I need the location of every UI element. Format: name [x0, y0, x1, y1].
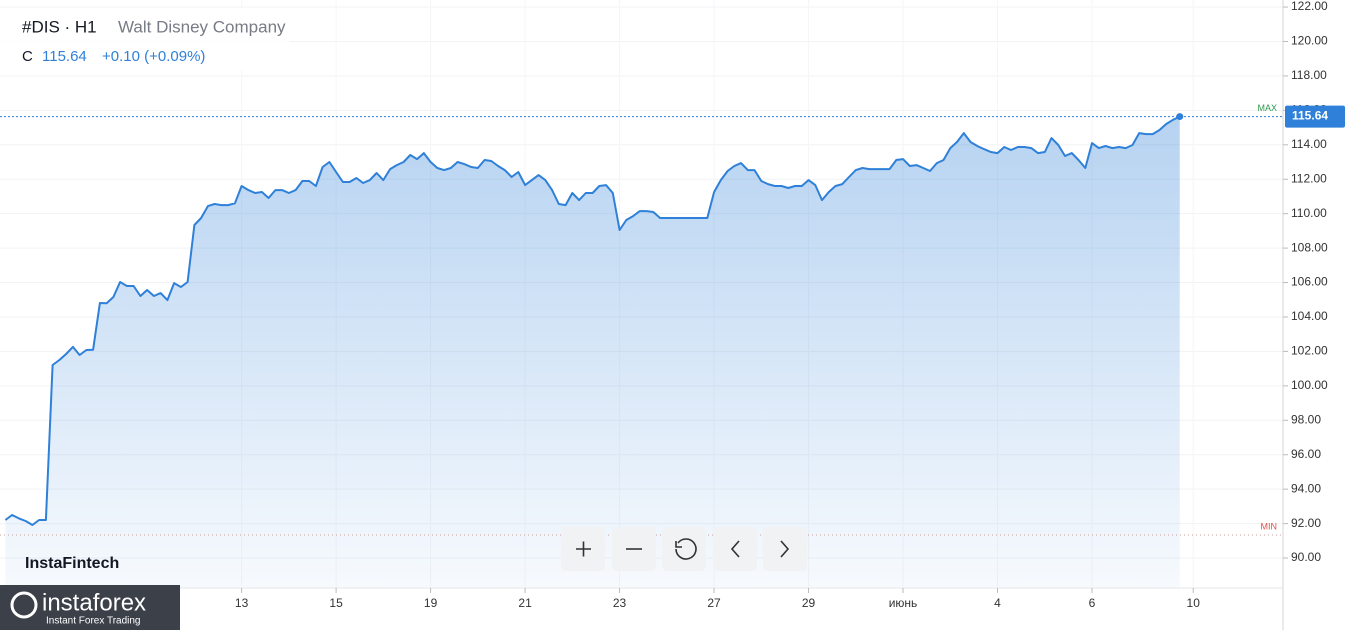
y-tick-label: 112.00 — [1291, 171, 1327, 185]
last-point — [1176, 113, 1184, 121]
reset-icon — [675, 538, 697, 560]
price-tag-label: 115.64 — [1292, 109, 1328, 123]
reset-button[interactable] — [662, 527, 706, 571]
min-label: MIN — [1261, 521, 1278, 531]
y-tick-label: 96.00 — [1291, 447, 1321, 461]
plus-icon — [576, 541, 591, 557]
right-icon — [780, 540, 790, 558]
close: 115.64 — [42, 48, 87, 65]
logo-icon — [10, 591, 38, 619]
x-tick-label: июнь — [889, 596, 918, 610]
x-tick-label: 13 — [235, 596, 249, 610]
y-tick-label: 114.00 — [1291, 137, 1327, 151]
max-label: MAX — [1257, 103, 1277, 113]
x-tick-label: 10 — [1187, 596, 1201, 610]
scroll-right-button[interactable] — [763, 527, 807, 571]
x-tick-label: 29 — [802, 596, 816, 610]
y-tick-label: 100.00 — [1291, 378, 1328, 392]
plot-area — [0, 6, 1283, 588]
price-line — [4, 115, 1181, 526]
brand-logo: instaforex Instant Forex Trading — [0, 585, 180, 630]
x-tick-label: 6 — [1089, 596, 1096, 610]
price-tag — [1285, 105, 1345, 128]
y-tick-label: 110.00 — [1291, 206, 1327, 220]
close-prefix: C — [22, 48, 33, 65]
company: Walt Disney Company — [118, 17, 286, 36]
change: +0.10 (+0.09%) — [102, 48, 205, 65]
legend-box — [0, 8, 290, 70]
symbol: #DIS · H1 — [22, 17, 97, 36]
y-tick-label: 108.00 — [1291, 240, 1328, 254]
y-tick-label: 106.00 — [1291, 275, 1328, 289]
y-tick-label: 92.00 — [1291, 516, 1321, 530]
y-tick-label: 104.00 — [1291, 309, 1328, 323]
y-tick-label: 122.00 — [1291, 0, 1328, 13]
brand-tagline: Instant Forex Trading — [46, 616, 141, 627]
left-icon — [730, 540, 740, 558]
x-tick-label: 21 — [518, 596, 532, 610]
y-tick-label: 118.00 — [1291, 68, 1327, 82]
area-fill — [5, 116, 1180, 588]
y-tick-label: 120.00 — [1291, 34, 1328, 48]
y-tick-label: 98.00 — [1291, 412, 1321, 426]
zoom-controls — [561, 527, 807, 571]
x-tick-label: 27 — [707, 596, 721, 610]
x-tick-label: 19 — [424, 596, 438, 610]
x-tick-label: 23 — [613, 596, 627, 610]
y-tick-label: 94.00 — [1291, 481, 1321, 495]
x-tick-label: 15 — [329, 596, 343, 610]
watermark: InstaFintech — [25, 555, 119, 572]
y-tick-label: 90.00 — [1291, 550, 1321, 564]
brand: instaforex — [42, 589, 146, 616]
x-tick-label: 4 — [994, 596, 1001, 610]
scroll-left-button[interactable] — [713, 527, 757, 571]
logo-box — [0, 585, 180, 630]
y-tick-label: 102.00 — [1291, 344, 1328, 358]
